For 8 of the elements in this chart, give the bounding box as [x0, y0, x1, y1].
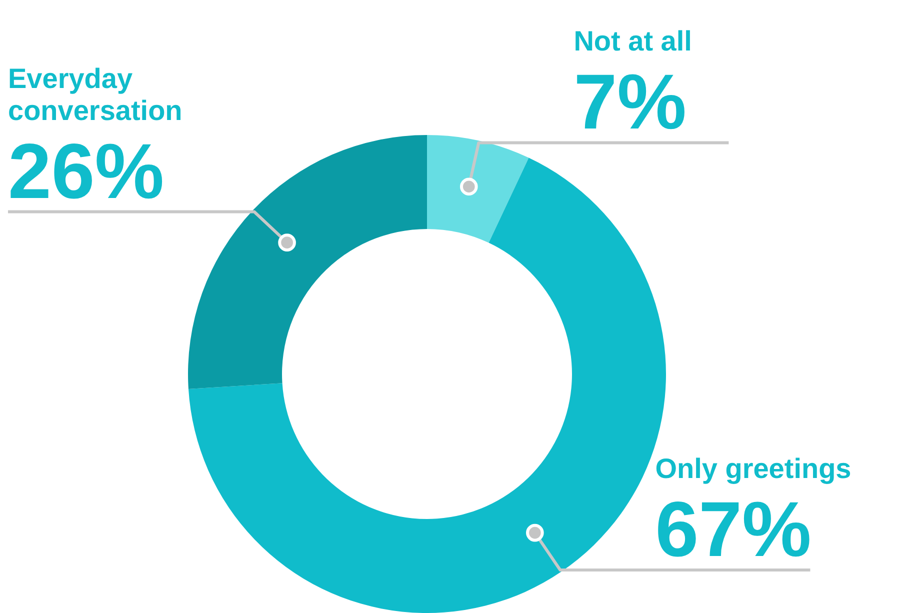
data-label: 67%	[655, 485, 812, 574]
data-label: 7%	[574, 58, 686, 146]
donut-slice	[188, 135, 427, 390]
donut-slice	[427, 135, 529, 243]
data-label: 26%	[8, 126, 164, 215]
slice-label: Not at all	[574, 26, 692, 57]
slice-label: Only greetings	[655, 453, 852, 484]
slice-label: Everyday conversation	[8, 62, 182, 126]
